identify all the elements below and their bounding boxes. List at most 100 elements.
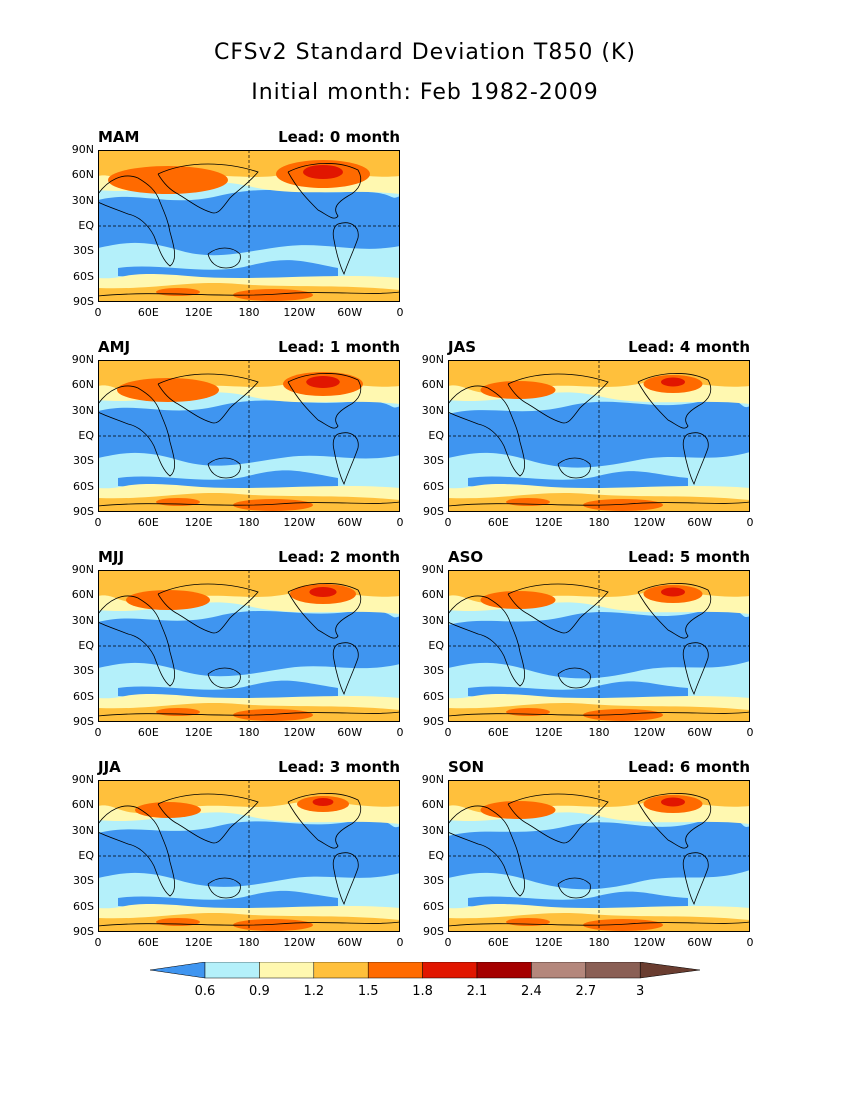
lon-tick-label: 120W [283,936,316,949]
lat-tick-label: 90S [73,715,94,728]
lat-tick-label: EQ [78,849,94,862]
lat-tick-label: 30S [73,664,94,678]
colorbar-tick-label: 1.8 [412,984,433,999]
colorbar-segment [639,962,700,979]
lat-tick-label: 60S [73,269,94,283]
lon-tick-label: 60E [487,726,509,739]
figure-title: CFSv2 Standard Deviation T850 (K) [214,40,636,65]
lat-tick-label: 60S [423,689,444,703]
map-panel-amj: AMJ Lead: 1 month 90N 60N 30N EQ 30S 60S 90S 0 60E… [72,338,404,529]
lat-tick-label: 60S [73,479,94,493]
lat-tick-label: 60N [71,588,94,602]
lat-tick-label: 30S [423,874,444,888]
map-panel-son: SON Lead: 6 month 90N 60N 30N EQ 30S 60S 90S 0 60E… [422,758,754,949]
lon-tick-label: 60W [337,726,363,739]
colorbar-segment [259,962,315,979]
lat-tick-label: 90S [73,295,94,308]
lat-tick-label: 30S [423,664,444,678]
lon-tick-label: 0 [94,726,102,739]
lat-tick-label: 30N [421,613,444,627]
colorbar-segment [150,962,206,979]
lon-tick-label: 180 [238,306,260,319]
map-field [448,780,750,932]
lat-tick-label: EQ [428,429,444,442]
lat-tick-label: 60N [421,378,444,392]
colorbar-tick-label: 2.1 [466,984,488,999]
colorbar-tick-label: 0.9 [249,984,270,999]
lon-tick-label: 60W [337,516,363,529]
lat-tick-label: 30N [421,823,444,837]
lon-tick-label: 60W [687,516,713,529]
lon-tick-label: 120W [283,726,316,739]
lat-tick-label: 90N [71,143,94,156]
lon-tick-label: 0 [396,726,404,739]
map-field [98,360,400,512]
lat-tick-label: 30S [73,244,94,258]
lat-tick-label: 90N [71,353,94,366]
panel-lead-label: Lead: 0 month [278,128,400,146]
lat-tick-label: 90N [71,563,94,576]
map-panel-jas: JAS Lead: 4 month 90N 60N 30N EQ 30S 60S 90S 0 60E… [422,338,754,529]
figure-subtitle: Initial month: Feb 1982-2009 [251,80,599,105]
lon-tick-label: 120E [534,726,563,739]
lon-tick-label: 0 [396,936,404,949]
lon-tick-label: 180 [238,516,260,529]
colorbar-segment [531,962,587,979]
panel-season-label: MJJ [98,548,125,566]
panel-season-label: ASO [448,548,484,566]
lon-tick-label: 120W [283,516,316,529]
lon-tick-label: 60E [137,516,159,529]
panel-lead-label: Lead: 6 month [628,758,750,776]
lon-tick-label: 120W [633,726,666,739]
panel-season-label: SON [448,758,485,776]
lon-tick-label: 120E [184,516,213,529]
lon-tick-label: 60E [137,936,159,949]
panel-lead-label: Lead: 3 month [278,758,400,776]
lon-tick-label: 0 [94,516,102,529]
lat-tick-label: 60S [423,899,444,913]
lat-tick-label: 30N [71,193,94,207]
lat-tick-label: 60S [73,899,94,913]
colorbar-segment [476,962,532,979]
lat-tick-label: 30S [423,454,444,468]
lat-tick-label: 30S [73,454,94,468]
lat-tick-label: 60S [423,479,444,493]
lat-tick-label: EQ [428,849,444,862]
colorbar-segment [422,962,478,979]
colorbar-tick-label: 0.6 [194,984,216,999]
lon-tick-label: 180 [238,936,260,949]
lon-tick-label: 120W [283,306,316,319]
lon-tick-label: 60W [337,306,363,319]
lon-tick-label: 0 [444,936,452,949]
map-panel-mjj: MJJ Lead: 2 month 90N 60N 30N EQ 30S 60S 90S 0 60E… [72,548,404,739]
lon-tick-label: 180 [588,936,610,949]
lon-tick-label: 180 [588,726,610,739]
lon-tick-label: 0 [746,726,754,739]
lat-tick-label: 60N [421,588,444,602]
lat-tick-label: 90S [423,505,444,518]
colorbar-tick-label: 1.5 [357,984,379,999]
lon-tick-label: 60E [487,936,509,949]
lat-tick-label: 60N [71,168,94,182]
colorbar-tick-label: 2.4 [521,984,542,999]
lat-tick-label: 30N [71,613,94,627]
lon-tick-label: 0 [444,726,452,739]
lat-tick-label: 30N [421,403,444,417]
map-panel-jja: JJA Lead: 3 month 90N 60N 30N EQ 30S 60S 90S 0 60E… [72,758,404,949]
panel-lead-label: Lead: 4 month [628,338,750,356]
lat-tick-label: 90S [73,925,94,938]
lat-tick-label: EQ [78,639,94,652]
colorbar-segment [313,962,369,979]
lon-tick-label: 60E [137,306,159,319]
colorbar-segment [585,962,641,979]
map-field [98,150,400,302]
lat-tick-label: 60N [421,798,444,812]
lon-tick-label: 0 [746,936,754,949]
map-panel-mam: MAM Lead: 0 month 90N 60N 30N EQ 30S 60S 90S 0 60E… [72,128,404,319]
lat-tick-label: 30N [71,403,94,417]
lat-tick-label: 30S [73,874,94,888]
lat-tick-label: 60S [73,689,94,703]
lat-tick-label: 90N [421,773,444,786]
panel-season-label: JJA [98,758,121,776]
lat-tick-label: 30N [71,823,94,837]
